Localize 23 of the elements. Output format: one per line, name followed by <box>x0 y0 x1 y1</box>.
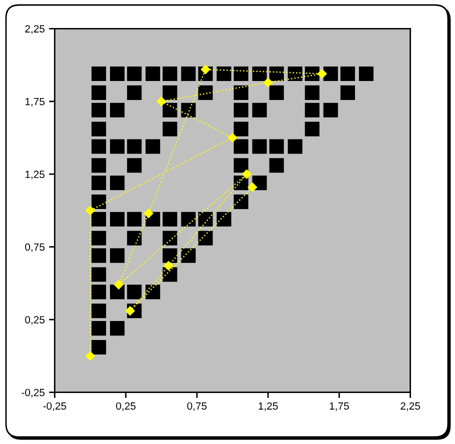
point <box>114 280 124 290</box>
x-tick-label: 2,25 <box>400 402 420 411</box>
y-tick-label: -0,25 <box>22 388 45 398</box>
point <box>164 260 174 271</box>
point <box>228 132 238 143</box>
x-tick-label: 1,25 <box>258 402 278 411</box>
y-tick-label: 2,25 <box>25 25 45 34</box>
point <box>248 182 258 192</box>
y-tick-label: 0,25 <box>25 316 45 325</box>
point <box>317 68 328 79</box>
x-tick-label: -0,25 <box>43 402 66 411</box>
x-tick-label: 1,75 <box>330 402 349 411</box>
point <box>263 78 273 88</box>
point <box>242 169 252 180</box>
y-tick-label: 1,25 <box>25 170 45 180</box>
point <box>144 208 154 218</box>
x-tick-label: 0,75 <box>187 402 207 411</box>
y-tick-label: 0,75 <box>25 243 45 252</box>
y-tick-label: 1,75 <box>25 98 45 107</box>
x-tick-label: 0,25 <box>116 402 136 411</box>
point <box>85 206 96 216</box>
point <box>156 96 166 106</box>
point <box>85 351 96 361</box>
